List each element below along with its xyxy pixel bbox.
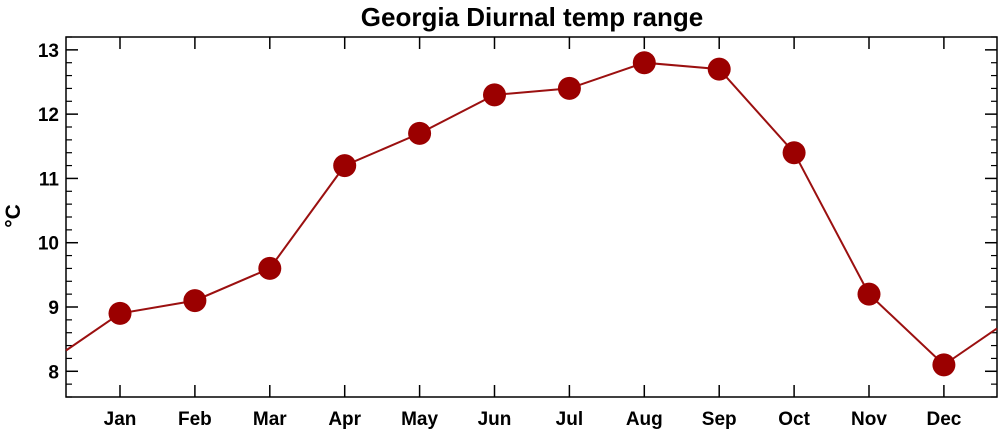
data-point-may: [408, 121, 432, 145]
x-tick-label: Nov: [851, 409, 887, 430]
axis-ticks: [66, 36, 997, 398]
x-tick-label: Apr: [328, 409, 361, 430]
x-tick-label: Jan: [104, 409, 137, 430]
x-tick-label: Feb: [178, 409, 212, 430]
x-tick-labels: Jan Feb Mar Apr May Jun Jul Aug Sep Oct Nov Dec: [104, 409, 962, 430]
y-tick-label: 11: [39, 169, 60, 190]
data-point-oct: [782, 141, 806, 165]
x-tick-label: Sep: [702, 409, 737, 430]
data-point-jun: [483, 83, 506, 107]
y-tick-labels: 8 9 10 11 12 13: [38, 41, 60, 383]
data-point-mar: [258, 256, 282, 280]
data-point-apr: [333, 154, 357, 178]
series-group: [65, 51, 998, 377]
series-line: [65, 61, 998, 367]
data-point-sep: [707, 57, 731, 81]
y-tick-label: 13: [38, 41, 59, 62]
y-tick-label: 8: [48, 362, 59, 383]
x-tick-label: Jul: [556, 409, 583, 430]
y-tick-label: 12: [38, 105, 59, 126]
x-tick-label: Dec: [926, 409, 961, 430]
x-tick-label: May: [401, 409, 438, 430]
data-point-jul: [557, 76, 581, 100]
y-tick-label: 10: [38, 234, 59, 255]
data-point-dec: [932, 353, 956, 377]
data-point-aug: [632, 51, 656, 75]
data-point-feb: [183, 289, 207, 313]
data-point-jan: [108, 301, 132, 325]
x-tick-label: Aug: [626, 409, 663, 430]
x-tick-label: Jun: [478, 409, 512, 430]
y-axis-label: °C: [2, 204, 25, 228]
x-tick-label: Mar: [253, 409, 287, 430]
chart-title: Georgia Diurnal temp range: [361, 2, 703, 32]
x-tick-label: Oct: [778, 409, 810, 430]
y-tick-label: 9: [48, 298, 59, 319]
data-point-nov: [857, 282, 881, 306]
